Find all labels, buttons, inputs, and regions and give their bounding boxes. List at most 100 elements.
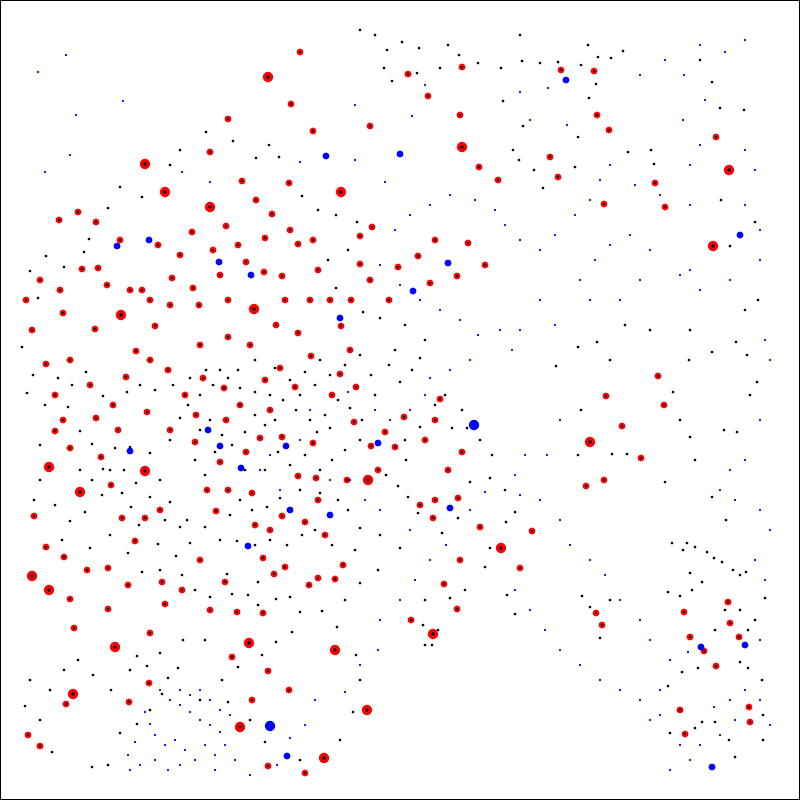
scatter-series-1	[20, 28, 767, 769]
scatter-point	[408, 213, 412, 217]
scatter-point-center	[747, 705, 751, 709]
scatter-point	[698, 288, 702, 292]
scatter-point	[193, 588, 197, 592]
scatter-point-center	[140, 288, 144, 292]
scatter-point	[213, 450, 217, 454]
scatter-point-center	[105, 283, 109, 287]
scatter-point	[768, 528, 772, 532]
scatter-point-center	[358, 234, 362, 238]
scatter-point-center	[72, 626, 76, 630]
scatter-point	[688, 758, 692, 762]
scatter-point-center	[258, 436, 262, 440]
scatter-point-center	[303, 520, 307, 524]
scatter-point-center	[393, 445, 397, 449]
scatter-point-center	[124, 375, 128, 379]
scatter-point	[48, 688, 52, 692]
scatter-point-center	[283, 298, 287, 302]
scatter-point	[173, 738, 177, 742]
scatter-point-center	[47, 588, 51, 592]
scatter-point	[226, 376, 230, 380]
scatter-point	[448, 596, 452, 600]
scatter-point	[658, 713, 662, 717]
scatter-point	[588, 198, 592, 202]
scatter-point	[768, 358, 772, 362]
scatter-point	[465, 426, 469, 430]
scatter-point	[698, 743, 702, 747]
scatter-point	[685, 541, 689, 545]
scatter-point	[237, 464, 245, 472]
scatter-point	[588, 298, 592, 302]
scatter-point	[373, 393, 377, 397]
scatter-point	[554, 364, 558, 368]
scatter-point	[83, 510, 87, 514]
scatter-point	[278, 488, 282, 492]
scatter-point	[688, 328, 692, 332]
scatter-point	[120, 491, 124, 495]
scatter-point	[483, 490, 487, 494]
scatter-point	[76, 658, 80, 662]
scatter-point	[663, 58, 667, 62]
scatter-point	[204, 368, 208, 372]
scatter-point	[250, 508, 254, 512]
scatter-point	[226, 700, 230, 704]
scatter-point	[390, 79, 394, 83]
scatter-point	[403, 323, 407, 327]
scatter-point-center	[143, 162, 147, 166]
scatter-point	[263, 740, 267, 744]
scatter-point-center	[183, 393, 187, 397]
scatter-point	[409, 287, 417, 295]
scatter-point	[32, 498, 36, 502]
scatter-point	[423, 643, 427, 647]
scatter-point	[288, 378, 292, 382]
scatter-point	[178, 416, 182, 420]
scatter-point-center	[431, 632, 435, 636]
scatter-point	[320, 609, 324, 613]
scatter-point-center	[333, 648, 337, 652]
scatter-point	[713, 720, 717, 724]
scatter-point-center	[368, 278, 372, 282]
scatter-point-center	[316, 268, 320, 272]
scatter-point	[501, 99, 505, 103]
scatter-point-center	[261, 556, 265, 560]
scatter-point	[216, 442, 224, 450]
scatter-point	[476, 333, 480, 337]
scatter-point	[158, 651, 162, 655]
scatter-point	[135, 722, 139, 726]
scatter-point	[188, 376, 192, 380]
scatter-point	[743, 148, 747, 152]
scatter-point-center	[126, 583, 130, 587]
scatter-point-center	[61, 418, 65, 422]
scatter-point	[231, 139, 235, 143]
scatter-point	[315, 430, 319, 434]
scatter-point	[688, 268, 692, 272]
scatter-point-center	[477, 165, 481, 169]
scatter-point	[415, 71, 419, 75]
scatter-point	[758, 508, 762, 512]
scatter-point	[163, 743, 167, 747]
scatter-point-center	[455, 274, 459, 278]
scatter-point-center	[406, 72, 410, 76]
scatter-point-center	[94, 220, 98, 224]
scatter-point-center	[678, 708, 682, 712]
scatter-point	[658, 193, 662, 197]
scatter-point	[503, 223, 507, 227]
scatter-point	[618, 298, 622, 302]
scatter-point-center	[270, 212, 274, 216]
scatter-point-center	[145, 410, 149, 414]
scatter-point	[118, 731, 122, 735]
scatter-point-center	[180, 588, 184, 592]
scatter-point	[91, 673, 95, 677]
scatter-point	[253, 413, 257, 417]
scatter-point	[558, 518, 562, 522]
scatter-point	[545, 453, 549, 457]
scatter-point	[220, 678, 224, 682]
scatter-point	[700, 720, 704, 724]
scatter-point	[298, 758, 302, 762]
scatter-point-center	[653, 181, 657, 185]
scatter-point	[413, 578, 417, 582]
scatter-point	[588, 558, 592, 562]
scatter-point-center	[556, 175, 560, 179]
scatter-point	[74, 113, 78, 117]
